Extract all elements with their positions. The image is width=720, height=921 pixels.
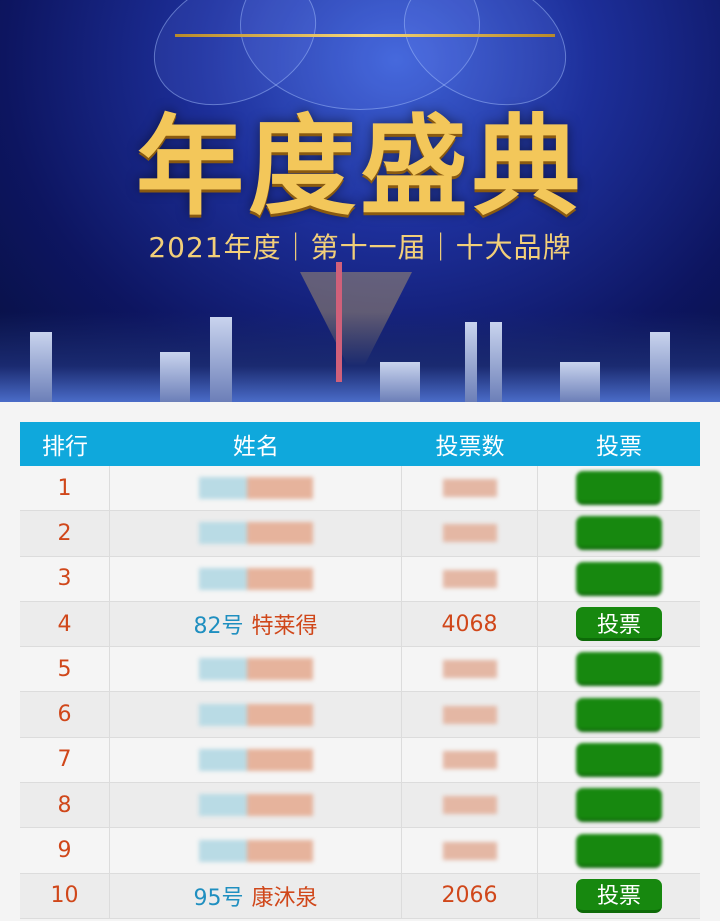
- table-row: 3: [20, 556, 700, 602]
- vote-button[interactable]: [576, 516, 662, 551]
- vote-button[interactable]: [576, 788, 662, 823]
- header-name: 姓名: [233, 434, 279, 460]
- rank: 5: [57, 656, 72, 682]
- rank: 10: [50, 883, 79, 909]
- vote-button[interactable]: [576, 697, 662, 732]
- vote-button[interactable]: [576, 471, 662, 506]
- vote-button[interactable]: 投票: [576, 878, 662, 913]
- table-row: 7: [20, 737, 700, 784]
- blurred-votes: [442, 705, 497, 724]
- vote-count: 4068: [441, 611, 498, 637]
- rank: 6: [57, 702, 72, 728]
- table-row: 10 95号 康沐泉 2066 投票: [20, 873, 700, 919]
- blurred-name: [198, 794, 313, 817]
- rank: 9: [57, 838, 72, 864]
- blurred-votes: [442, 569, 497, 588]
- vote-button[interactable]: 投票: [576, 607, 662, 642]
- blurred-votes: [442, 841, 497, 860]
- vote-button[interactable]: [576, 742, 662, 777]
- table-row: 8: [20, 783, 700, 829]
- table-row: 4 82号 特莱得 4068 投票: [20, 601, 700, 648]
- candidate-name: 特莱得: [251, 614, 318, 640]
- tv-tower: [336, 262, 342, 382]
- table-row: 5: [20, 647, 700, 693]
- blurred-votes: [442, 796, 497, 815]
- vote-count: 2066: [441, 883, 498, 909]
- blurred-name: [198, 567, 313, 590]
- rank: 2: [57, 520, 72, 546]
- rank: 3: [57, 566, 72, 592]
- blurred-name: [198, 477, 313, 500]
- table-row: 9: [20, 828, 700, 874]
- header-rank: 排行: [42, 434, 88, 460]
- table-row: 1: [20, 466, 700, 512]
- vote-button[interactable]: [576, 652, 662, 687]
- rank: 1: [57, 475, 72, 501]
- blurred-name: [198, 839, 313, 862]
- header-vote: 投票: [596, 434, 642, 460]
- table-row: 6: [20, 692, 700, 738]
- candidate-number: 95号: [193, 885, 244, 911]
- candidate-name: 康沐泉: [251, 885, 318, 911]
- header-votes: 投票数: [435, 434, 505, 460]
- blurred-votes: [442, 750, 497, 769]
- blurred-name: [198, 522, 313, 545]
- blurred-name: [198, 703, 313, 726]
- event-banner: 年度盛典 2021年度｜第十一届｜十大品牌: [0, 0, 720, 402]
- banner-subtitle: 2021年度｜第十一届｜十大品牌: [148, 231, 572, 264]
- table-header: 排行 姓名 投票数 投票: [20, 422, 700, 466]
- blurred-votes: [442, 479, 497, 498]
- blurred-name: [198, 658, 313, 681]
- city-skyline: [0, 312, 720, 402]
- ranking-table: 排行 姓名 投票数 投票 1 2 3 4 82号 特莱得 4068 投票 5 6 7 8 9 10 95号康…: [20, 422, 700, 919]
- vote-button[interactable]: [576, 833, 662, 868]
- vote-button[interactable]: [576, 561, 662, 596]
- blurred-name: [198, 748, 313, 771]
- banner-title: 年度盛典: [135, 104, 584, 230]
- blurred-votes: [442, 524, 497, 543]
- blurred-votes: [442, 660, 497, 679]
- gold-frame-line: [175, 34, 555, 37]
- rank: 7: [57, 747, 72, 773]
- rank: 4: [57, 611, 72, 637]
- rank: 8: [57, 792, 72, 818]
- table-row: 2: [20, 511, 700, 557]
- candidate-number: 82号: [193, 614, 244, 640]
